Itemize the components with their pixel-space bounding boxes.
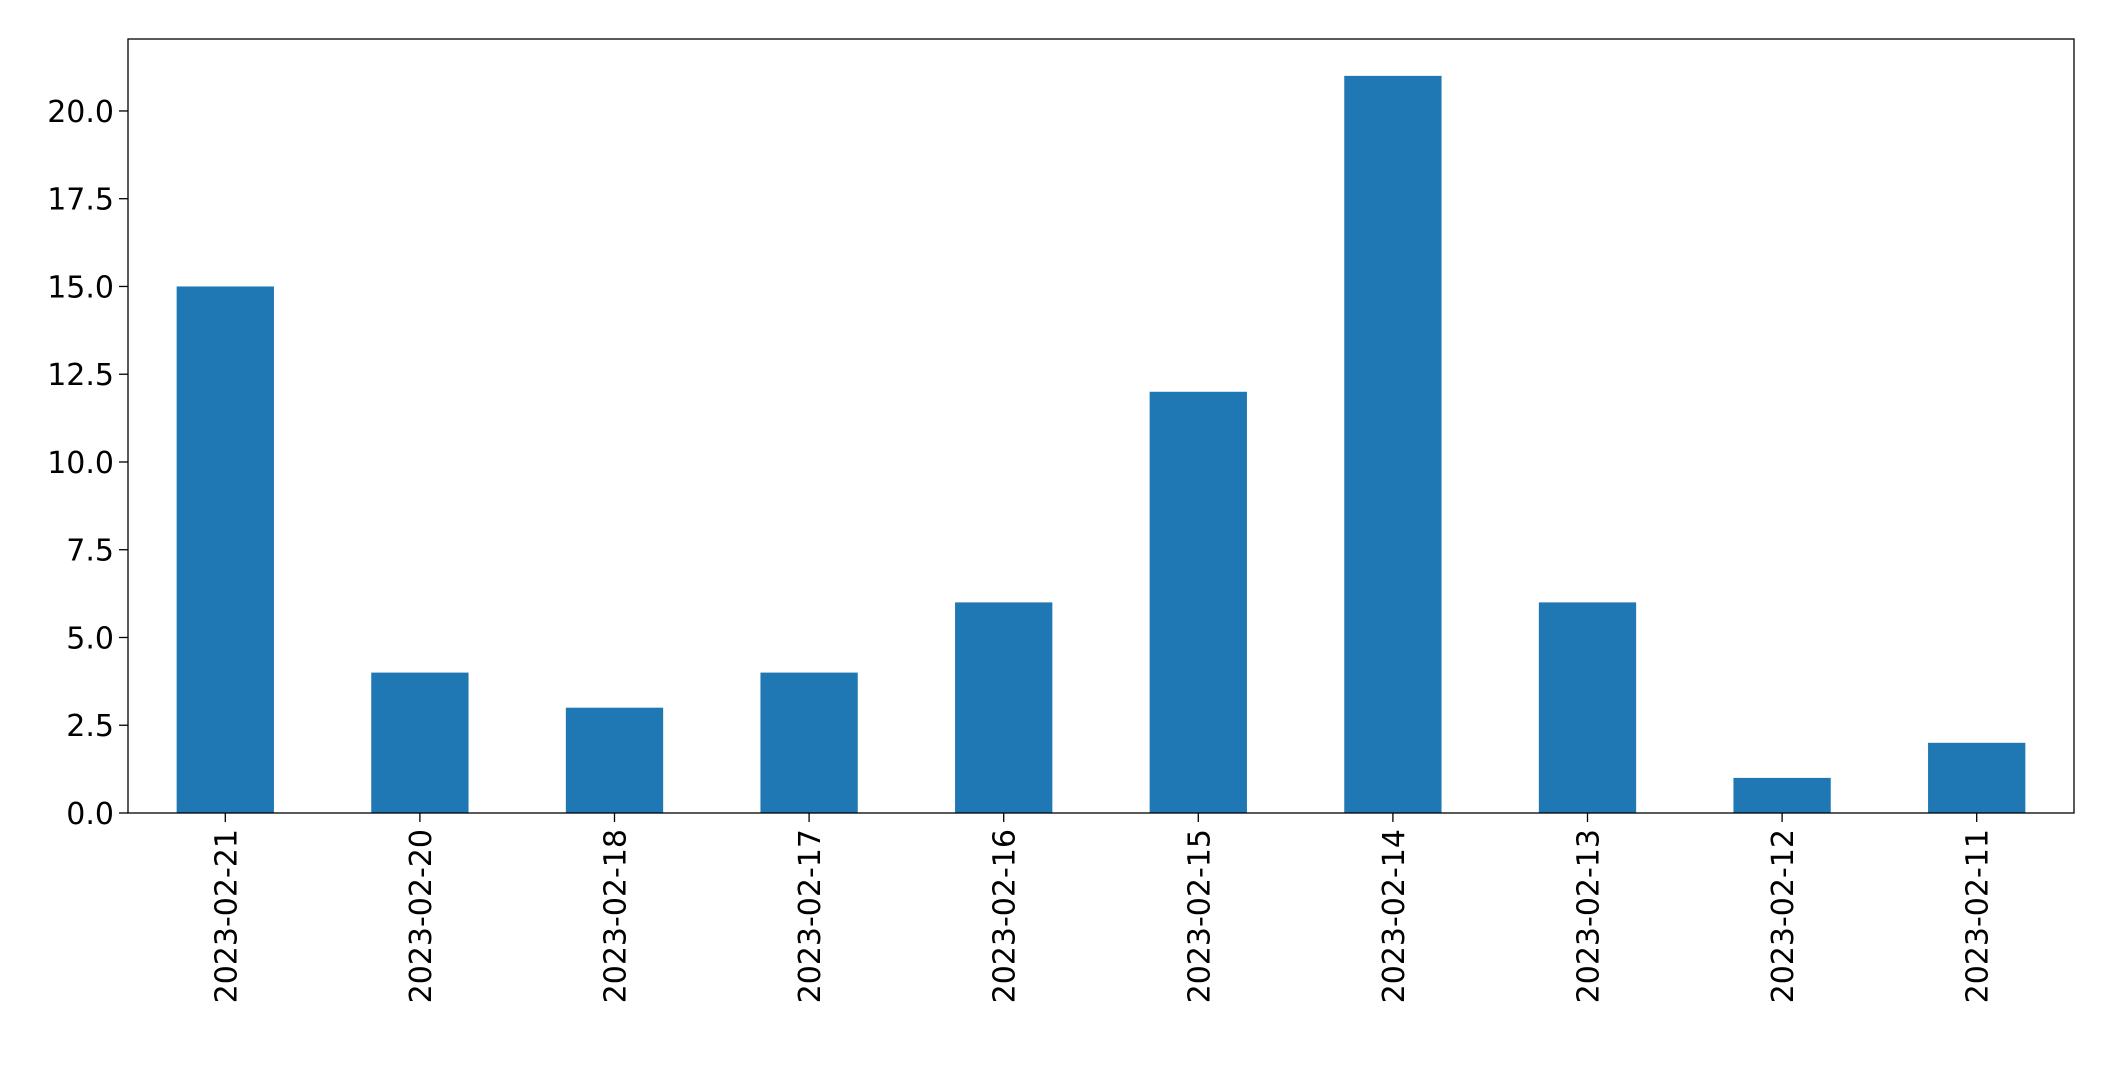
y-tick-label: 10.0 — [47, 446, 114, 481]
x-tick-label: 2023-02-20 — [404, 829, 439, 1003]
y-tick-label: 2.5 — [66, 709, 114, 744]
x-tick-label: 2023-02-11 — [1961, 829, 1996, 1003]
y-tick-label: 17.5 — [47, 183, 114, 218]
bar — [1149, 391, 1247, 813]
y-tick-label: 5.0 — [66, 621, 114, 656]
bar — [1928, 742, 2026, 813]
y-tick-label: 0.0 — [66, 797, 114, 832]
bar — [371, 672, 469, 813]
x-tick-label: 2023-02-13 — [1572, 829, 1607, 1003]
x-tick-label: 2023-02-18 — [599, 829, 634, 1003]
bar — [1538, 602, 1637, 813]
bar — [955, 602, 1053, 813]
x-tick-label: 2023-02-16 — [988, 829, 1023, 1003]
bar — [176, 286, 274, 814]
x-tick-label: 2023-02-14 — [1377, 829, 1412, 1003]
y-tick-label: 7.5 — [66, 534, 114, 569]
bar — [1344, 75, 1442, 814]
x-tick-label: 2023-02-12 — [1766, 829, 1801, 1003]
y-tick-label: 12.5 — [47, 358, 114, 393]
bar — [1733, 777, 1831, 813]
plot-frame — [127, 38, 2075, 814]
y-tick-label: 20.0 — [47, 95, 114, 130]
y-tick-label: 15.0 — [47, 270, 114, 305]
x-tick-label: 2023-02-17 — [793, 829, 828, 1003]
x-tick-label: 2023-02-15 — [1182, 829, 1217, 1003]
x-tick-label: 2023-02-21 — [209, 829, 244, 1003]
bar — [565, 707, 664, 813]
bar — [760, 672, 858, 813]
